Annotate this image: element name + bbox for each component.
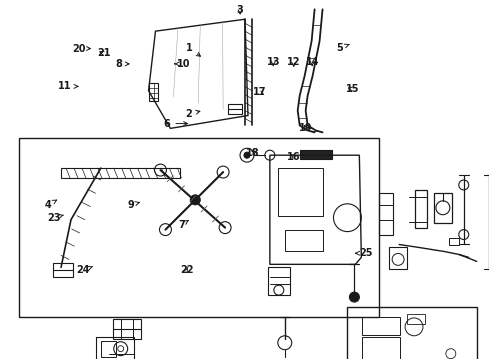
Bar: [379, 193, 393, 235]
Bar: [362, 337, 400, 359]
Bar: [53, 264, 73, 277]
Bar: [415, 190, 427, 228]
Text: 19: 19: [299, 123, 313, 133]
Bar: [300, 150, 332, 159]
Bar: [101, 341, 116, 357]
Text: 9: 9: [127, 200, 140, 210]
Text: 18: 18: [245, 148, 259, 158]
Bar: [148, 83, 158, 100]
Bar: [228, 104, 242, 113]
Text: 2: 2: [186, 109, 200, 119]
Text: 17: 17: [253, 87, 267, 98]
Text: 23: 23: [47, 212, 64, 222]
Text: 4: 4: [44, 200, 57, 210]
Text: 8: 8: [115, 59, 129, 69]
Circle shape: [244, 152, 250, 158]
Text: 7: 7: [178, 220, 188, 230]
Text: 3: 3: [237, 5, 244, 15]
Bar: [347, 307, 477, 360]
Text: 16: 16: [287, 152, 300, 162]
Bar: [285, 230, 322, 251]
Bar: [268, 267, 290, 295]
Text: 22: 22: [180, 265, 193, 275]
Text: 13: 13: [267, 57, 280, 67]
Circle shape: [349, 292, 359, 302]
Bar: [449, 238, 459, 246]
Bar: [61, 168, 180, 178]
Bar: [278, 168, 322, 216]
Text: 14: 14: [305, 57, 319, 67]
Text: 12: 12: [287, 57, 300, 67]
Bar: [19, 138, 379, 317]
Text: 10: 10: [174, 59, 191, 69]
Bar: [389, 247, 407, 269]
Text: 11: 11: [58, 81, 78, 91]
Text: 15: 15: [345, 84, 359, 94]
Text: 24: 24: [76, 265, 93, 275]
Text: 25: 25: [356, 248, 372, 258]
Text: 5: 5: [337, 43, 349, 53]
Circle shape: [190, 195, 200, 205]
Bar: [434, 193, 452, 223]
Bar: [362, 317, 400, 335]
Text: 20: 20: [73, 44, 91, 54]
Bar: [113, 319, 141, 339]
Text: 21: 21: [97, 48, 110, 58]
Text: 1: 1: [186, 43, 200, 56]
Bar: [96, 337, 134, 360]
Text: 6: 6: [164, 118, 188, 129]
Bar: [407, 314, 425, 324]
